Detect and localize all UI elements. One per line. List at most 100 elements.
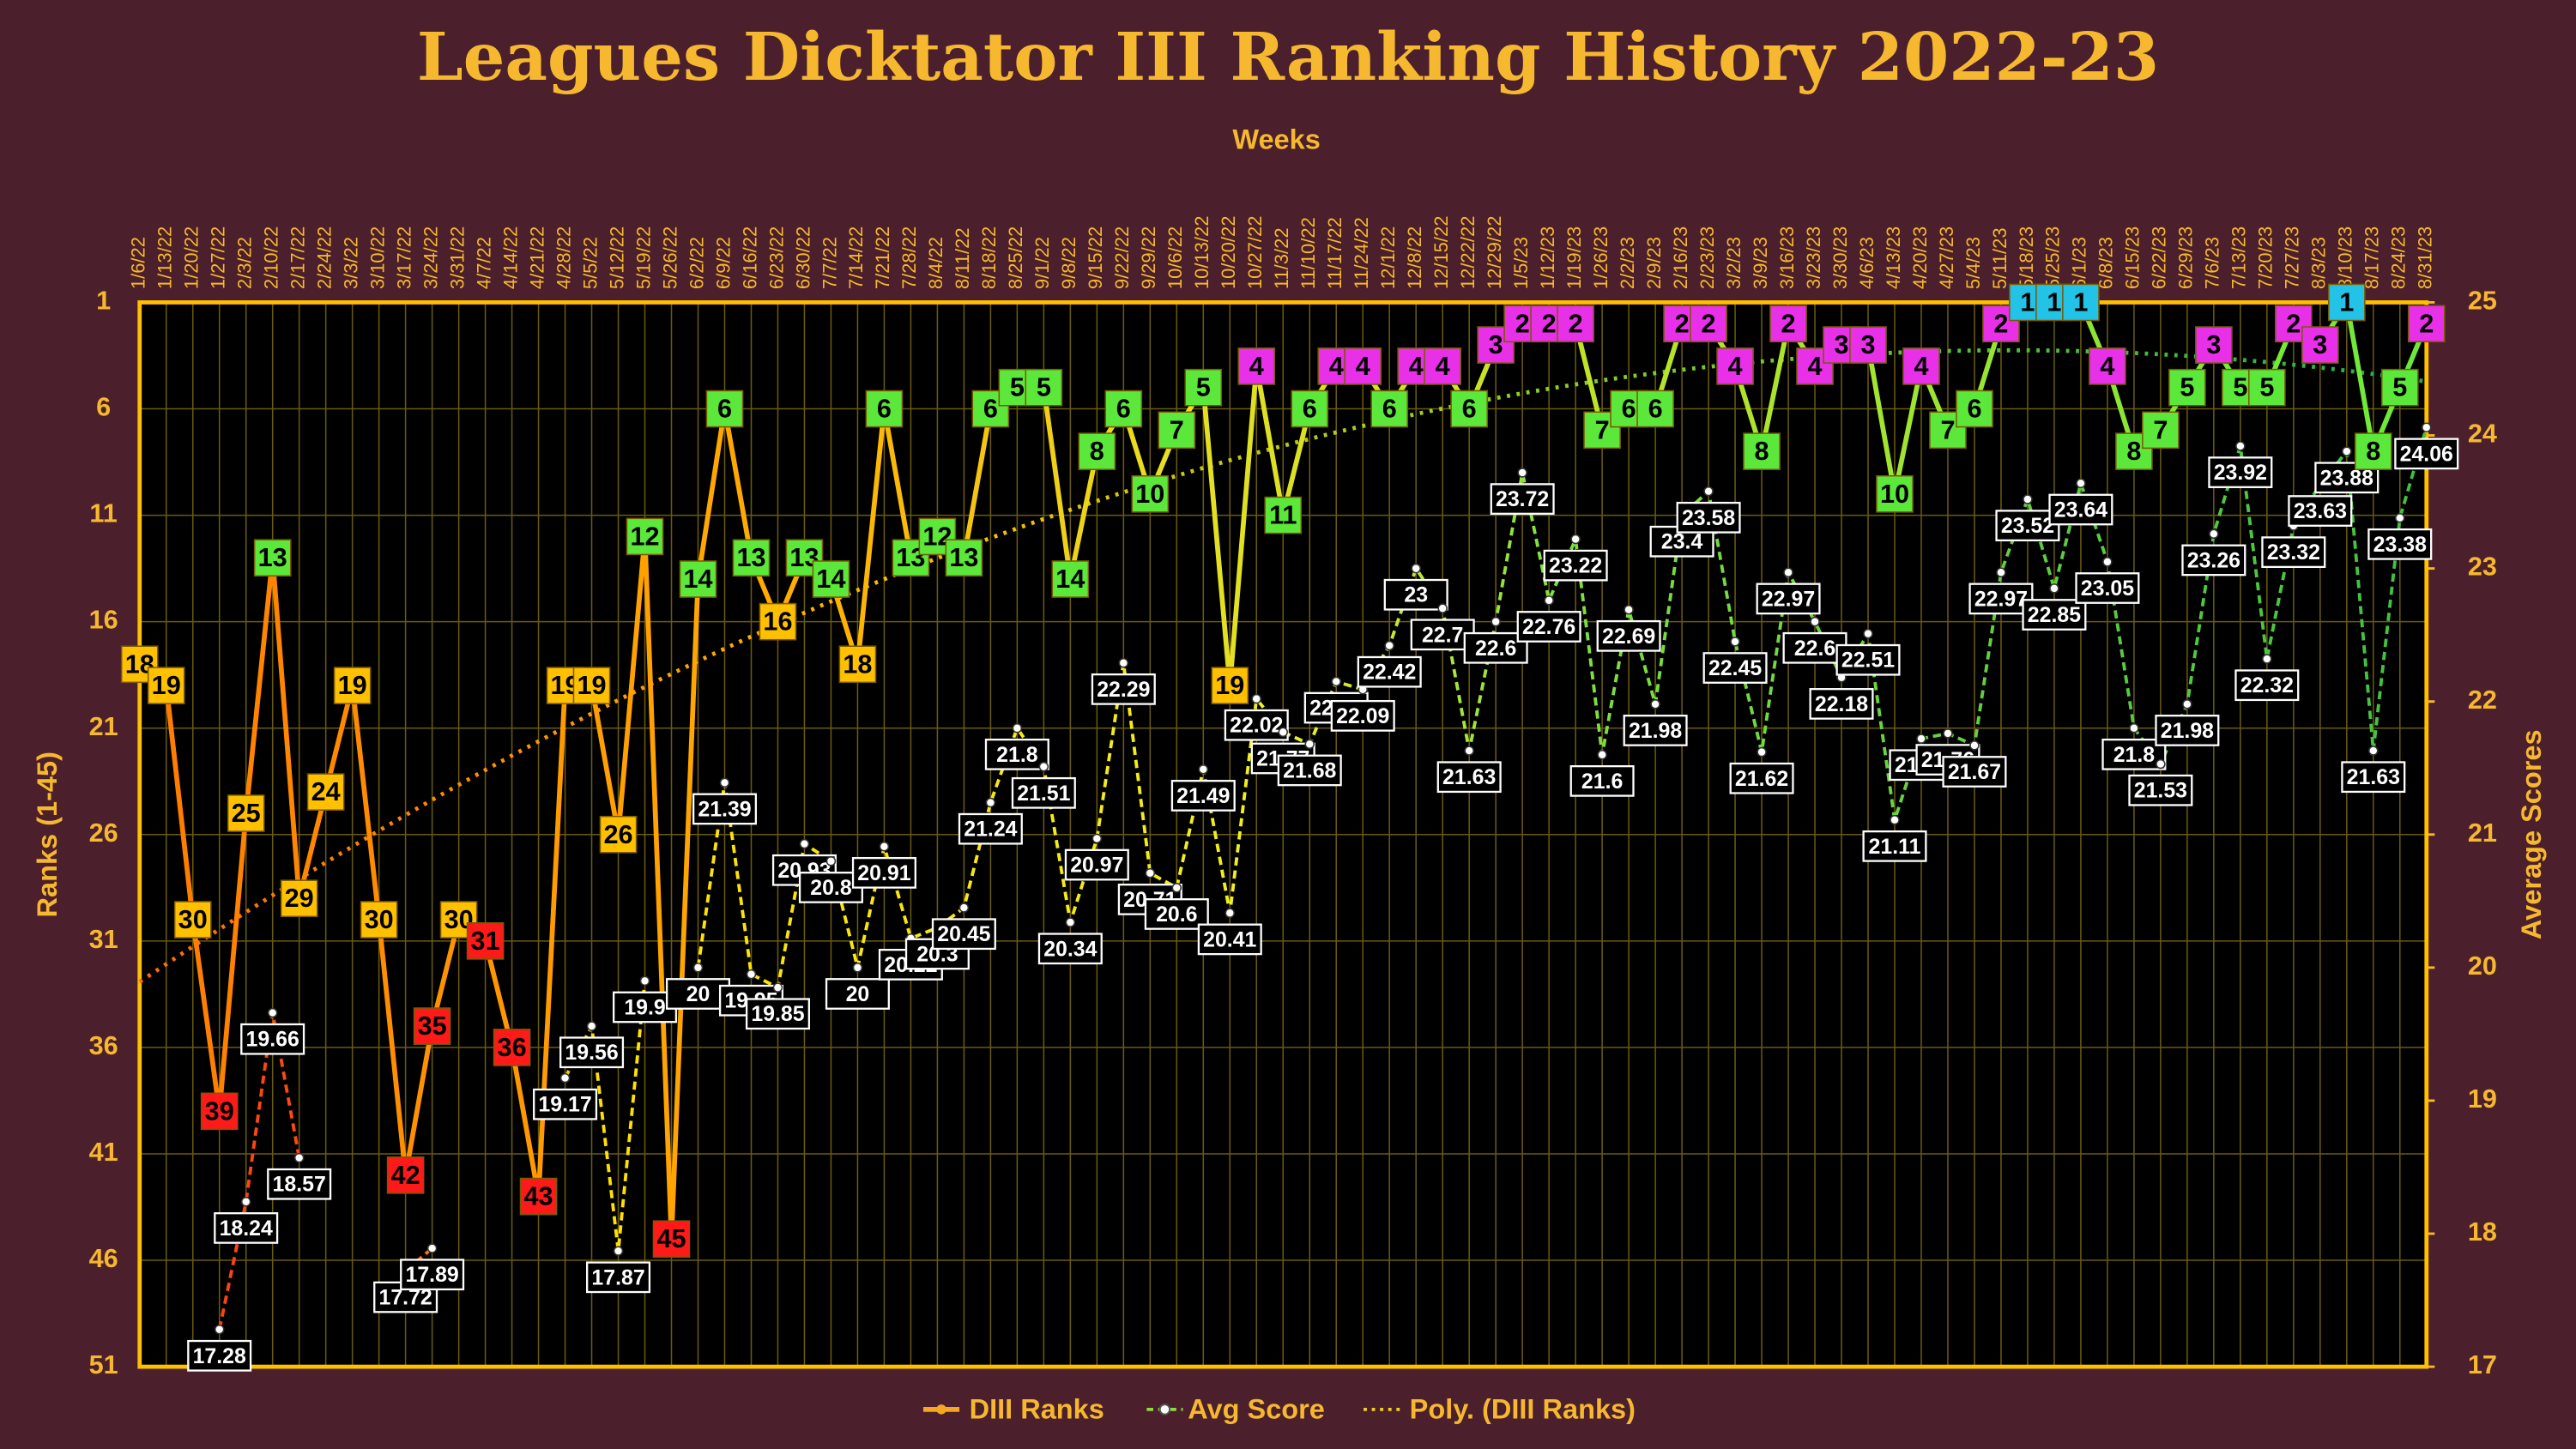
x-tick-label: 11/10/22	[1297, 217, 1319, 289]
y-tick-label: 26	[89, 818, 118, 848]
rank-label: 8	[2126, 437, 2141, 466]
avg-label: 22.51	[1841, 649, 1895, 673]
avg-marker	[1384, 640, 1394, 651]
rank-marker	[306, 773, 345, 811]
legend-label: Poly. (DIII Ranks)	[1410, 1393, 1636, 1424]
avg-marker	[1916, 734, 1926, 744]
x-tick-label: 3/24/22	[420, 226, 441, 289]
avg-marker	[586, 1021, 597, 1031]
avg-marker	[746, 969, 757, 980]
avg-label: 21.53	[2134, 779, 2187, 803]
rank-label: 43	[524, 1182, 553, 1211]
avg-marker	[1650, 699, 1660, 709]
avg-label-box	[1702, 652, 1768, 684]
avg-label: 22.29	[1097, 678, 1150, 702]
rank-marker	[173, 901, 212, 939]
rank-label: 2	[1675, 309, 1690, 338]
rank-label: 2	[1781, 309, 1796, 338]
rank-label: 13	[258, 543, 287, 572]
x-tick-label: 11/3/22	[1271, 227, 1292, 289]
avg-marker	[1943, 728, 1953, 739]
avg-label-box	[1383, 578, 1448, 611]
x-tick-label: 4/27/23	[1936, 226, 1957, 289]
avg-label-box	[2048, 493, 2113, 526]
x-tick-label: 8/18/22	[978, 226, 1000, 289]
rank-label: 8	[1755, 437, 1769, 466]
avg-label: 19.9	[624, 995, 665, 1019]
rank-marker	[2168, 368, 2206, 407]
avg-label: 20.34	[1043, 937, 1097, 961]
avg-label: 20	[846, 982, 870, 1006]
rank-marker	[1902, 347, 1940, 385]
x-tick-label: 9/22/22	[1111, 226, 1133, 289]
rank-label: 4	[1409, 352, 1424, 381]
avg-label-box	[2208, 456, 2273, 488]
rank-marker	[1051, 560, 1090, 598]
avg-label: 22.42	[1363, 661, 1416, 685]
avg-marker	[613, 1246, 624, 1256]
avg-label-box	[1011, 776, 1076, 809]
avg-marker	[719, 777, 730, 788]
rank-marker	[1184, 368, 1223, 407]
y2-tick-label: 18	[2468, 1217, 2497, 1247]
avg-marker	[1624, 604, 1634, 615]
avg-label: 23.38	[2373, 533, 2427, 557]
x-tick-label: 5/4/23	[1962, 237, 1984, 289]
x-tick-label: 8/31/23	[2415, 226, 2436, 289]
x-tick-label: 6/22/23	[2149, 226, 2170, 289]
rank-label: 45	[656, 1224, 686, 1253]
avg-marker	[1863, 628, 1873, 639]
avg-label: 19.66	[246, 1028, 299, 1052]
x-tick-label: 9/29/22	[1138, 226, 1159, 289]
rank-marker	[759, 602, 797, 641]
rank-marker	[1237, 347, 1276, 385]
rank-marker	[732, 539, 771, 577]
avg-label: 18.57	[273, 1173, 326, 1197]
avg-label: 22.6	[1475, 637, 1516, 661]
legend-swatch	[1158, 1404, 1171, 1416]
avg-label: 20.97	[1070, 854, 1123, 878]
avg-marker	[267, 1007, 278, 1018]
x-tick-label: 6/23/22	[765, 226, 787, 289]
rank-label: 2	[1542, 309, 1557, 338]
rank-marker	[1344, 347, 1382, 385]
avg-marker	[2049, 583, 2059, 594]
avg-label-box	[1490, 483, 1555, 515]
avg-label: 19.85	[751, 1002, 804, 1026]
x-tick-label: 4/7/22	[473, 237, 494, 289]
avg-marker	[2102, 557, 2113, 567]
rank-marker	[1450, 389, 1489, 428]
avg-label: 20.8	[810, 876, 852, 900]
rank-marker	[1743, 432, 1781, 470]
rank-label: 7	[1940, 415, 1955, 444]
plot-border	[137, 300, 2429, 1369]
avg-marker	[1304, 739, 1315, 750]
rank-label: 8	[2366, 437, 2380, 466]
x-tick-label: 6/1/23	[2069, 237, 2090, 289]
avg-marker	[1996, 567, 2006, 578]
avg-label: 22.02	[1230, 714, 1283, 738]
x-tick-label: 8/25/22	[1005, 226, 1026, 289]
rank-label: 6	[1648, 395, 1663, 424]
rank-marker	[493, 1029, 531, 1066]
avg-label: 22.97	[1974, 587, 2028, 611]
avg-label-box	[2341, 761, 2406, 794]
avg-label-box	[1995, 510, 2060, 541]
avg-label-box	[1144, 898, 1209, 930]
x-tick-label: 2/17/22	[287, 226, 308, 289]
rank-marker	[1158, 411, 1196, 450]
avg-marker	[825, 856, 837, 866]
avg-label: 21.63	[1442, 765, 1496, 789]
avg-label: 21.62	[1735, 767, 1788, 791]
rank-label: 19	[577, 671, 607, 700]
avg-marker	[985, 797, 996, 808]
x-tick-label: 6/30/22	[792, 226, 813, 289]
avg-label-box	[2261, 536, 2326, 569]
rank-label: 42	[391, 1161, 420, 1190]
trendline	[138, 347, 2428, 984]
rank-marker	[1849, 326, 1887, 364]
x-tick-label: 8/11/22	[952, 227, 973, 289]
avg-label-box	[1170, 780, 1236, 812]
avg-label-box	[1756, 583, 1821, 615]
